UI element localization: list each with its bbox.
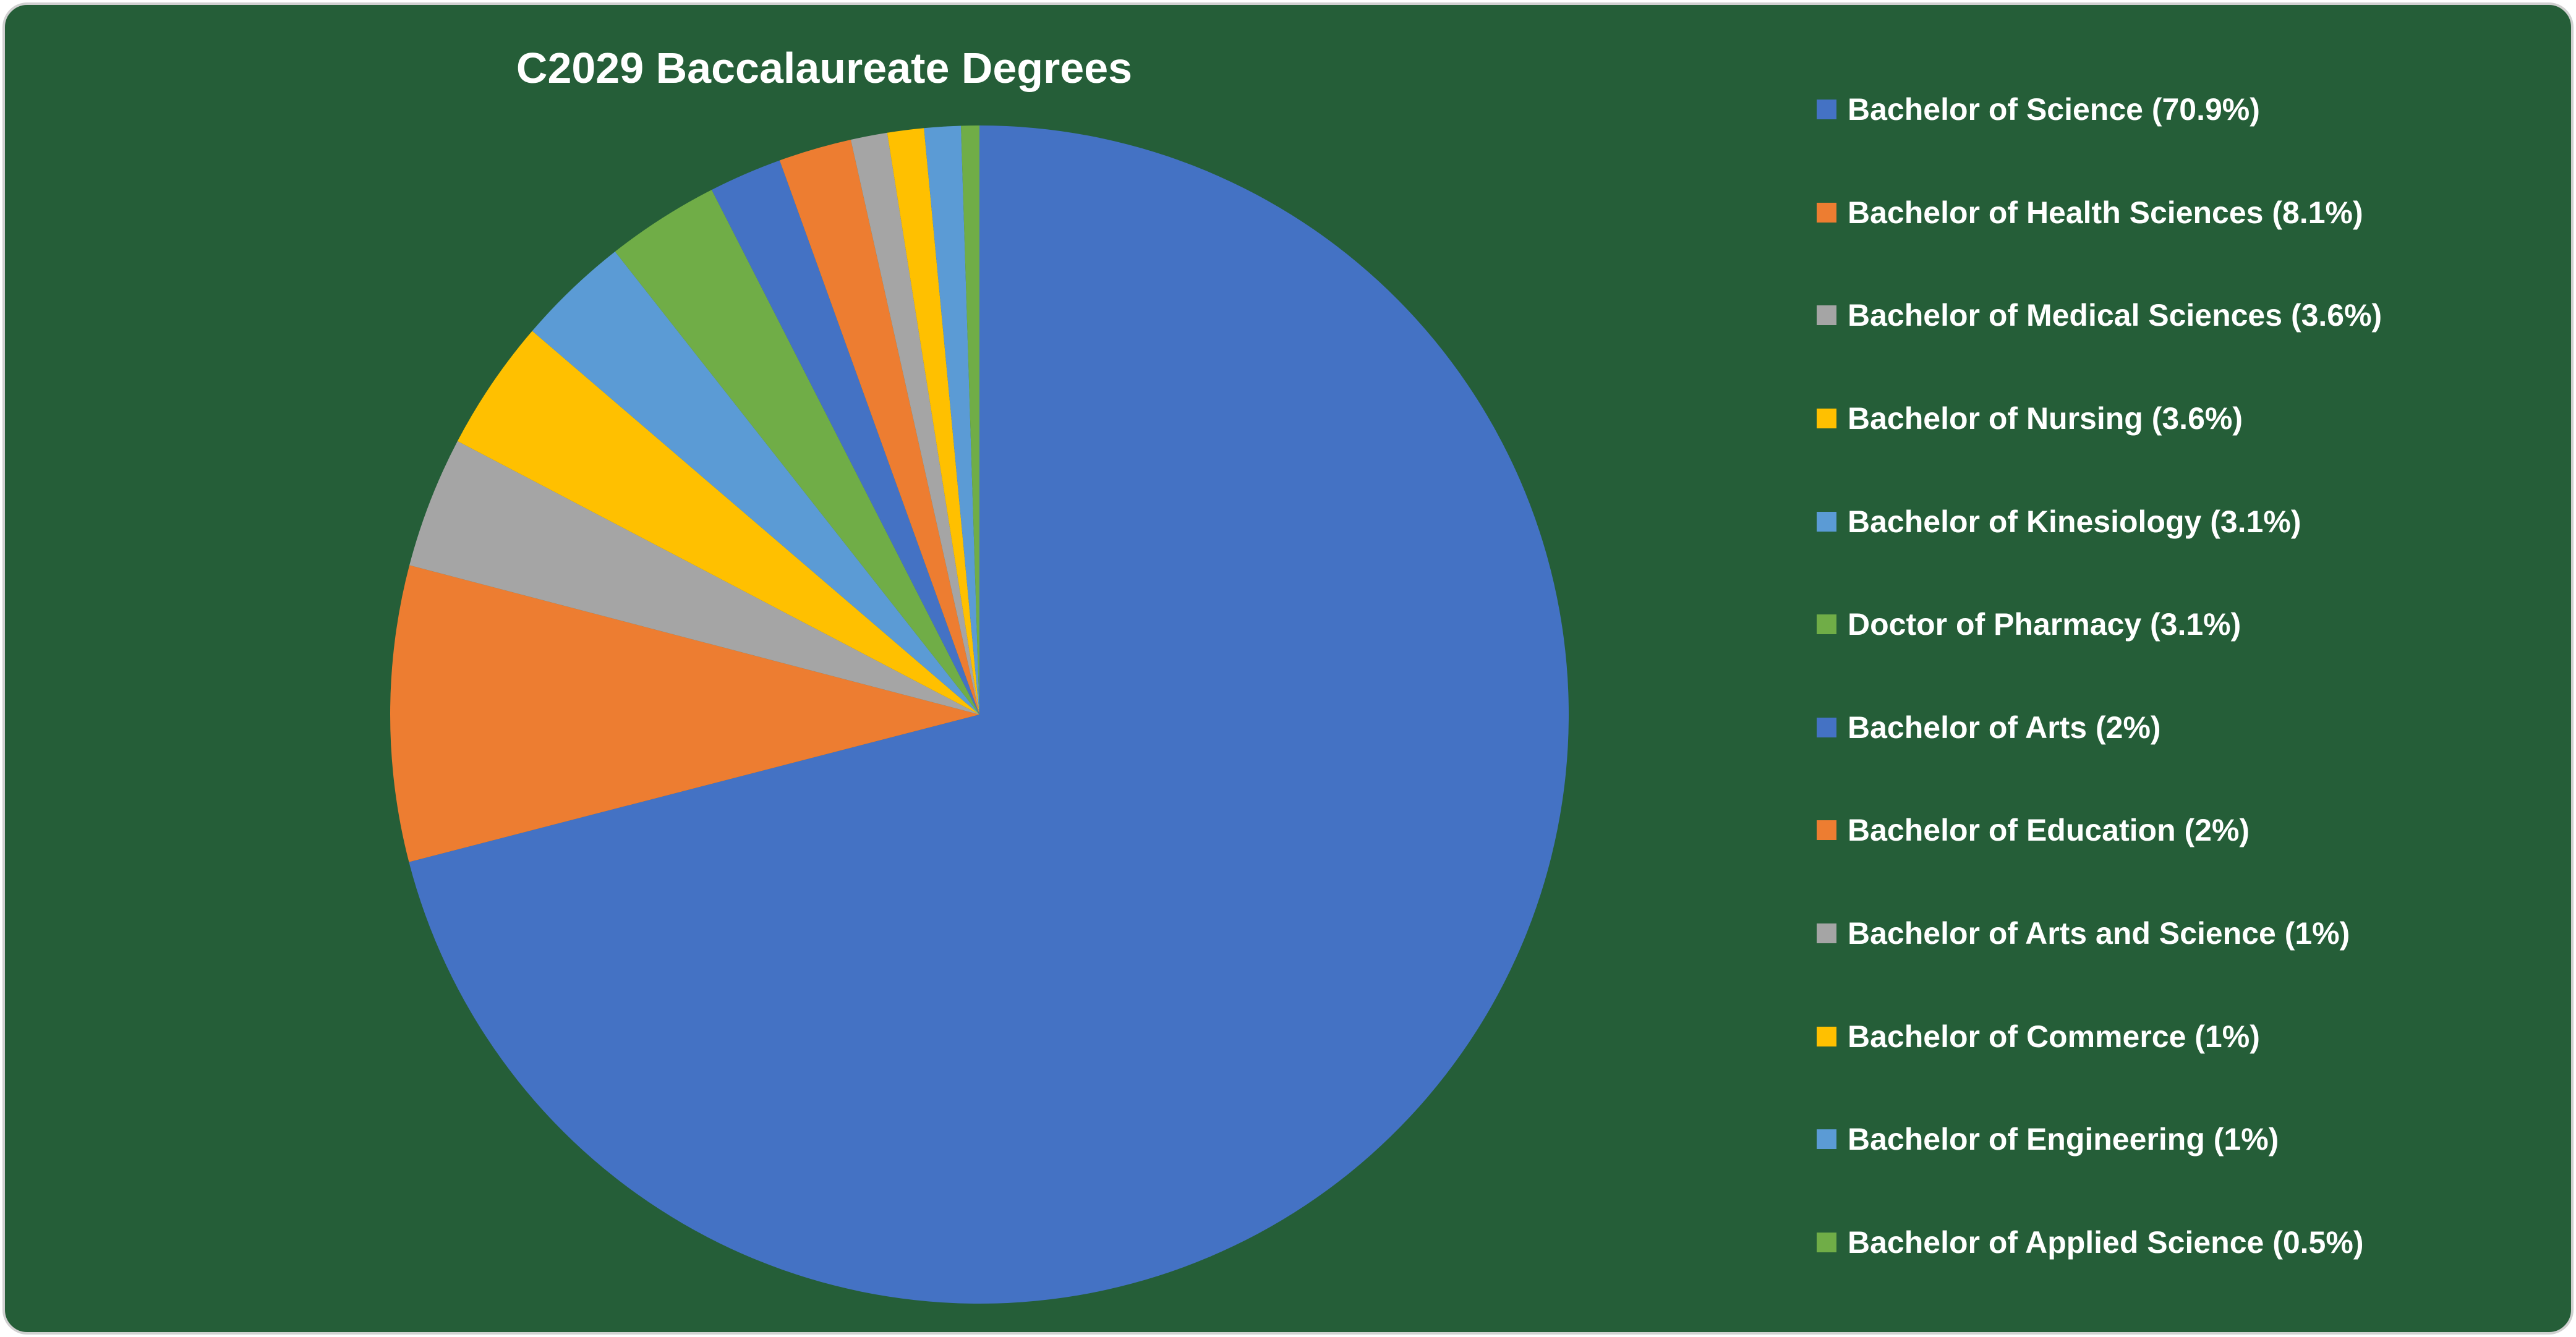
pie-slice: [409, 125, 1569, 1304]
legend-label: Bachelor of Science (70.9%): [1848, 92, 2260, 127]
legend-label: Bachelor of Arts (2%): [1848, 710, 2161, 745]
legend-item: Bachelor of Medical Sciences (3.6%): [1817, 264, 2382, 367]
legend-swatch: [1817, 511, 1836, 532]
legend-label: Bachelor of Applied Science (0.5%): [1848, 1225, 2364, 1260]
pie-slice: [532, 252, 979, 715]
legend-item: Bachelor of Applied Science (0.5%): [1817, 1191, 2382, 1294]
legend-swatch: [1817, 305, 1836, 326]
legend-label: Bachelor of Health Sciences (8.1%): [1848, 195, 2363, 230]
legend-label: Bachelor of Commerce (1%): [1848, 1019, 2260, 1054]
legend-item: Bachelor of Nursing (3.6%): [1817, 367, 2382, 470]
legend-label: Bachelor of Arts and Science (1%): [1848, 916, 2350, 951]
legend-item: Doctor of Pharmacy (3.1%): [1817, 573, 2382, 676]
pie-slice: [924, 125, 979, 715]
legend-item: Bachelor of Kinesiology (3.1%): [1817, 470, 2382, 573]
pie-chart: [390, 125, 1569, 1304]
pie-slice: [711, 160, 979, 715]
legend-label: Doctor of Pharmacy (3.1%): [1848, 607, 2241, 642]
legend-swatch: [1817, 1129, 1836, 1150]
legend-swatch: [1817, 1026, 1836, 1046]
legend-item: Bachelor of Engineering (1%): [1817, 1088, 2382, 1191]
pie-slice: [409, 441, 979, 715]
legend-item: Bachelor of Health Sciences (8.1%): [1817, 161, 2382, 265]
legend-swatch: [1817, 923, 1836, 944]
pie-slice: [850, 132, 979, 715]
pie-slice: [457, 331, 979, 715]
pie-slice: [390, 565, 979, 862]
legend-swatch: [1817, 717, 1836, 737]
legend-label: Bachelor of Education (2%): [1848, 813, 2250, 848]
pie-slice: [615, 190, 979, 715]
pie-slice: [961, 125, 979, 715]
legend-label: Bachelor of Medical Sciences (3.6%): [1848, 298, 2382, 333]
legend-label: Bachelor of Engineering (1%): [1848, 1122, 2279, 1157]
legend-item: Bachelor of Education (2%): [1817, 779, 2382, 882]
legend-item: Bachelor of Commerce (1%): [1817, 985, 2382, 1088]
legend-label: Bachelor of Kinesiology (3.1%): [1848, 504, 2301, 539]
legend-label: Bachelor of Nursing (3.6%): [1848, 401, 2243, 436]
pie-slice: [887, 128, 979, 715]
pie-slice: [779, 139, 979, 715]
legend-item: Bachelor of Arts and Science (1%): [1817, 882, 2382, 985]
legend-swatch: [1817, 202, 1836, 223]
legend-swatch: [1817, 100, 1836, 120]
legend-swatch: [1817, 1232, 1836, 1252]
legend: Bachelor of Science (70.9%) Bachelor of H…: [1817, 58, 2382, 1294]
legend-item: Bachelor of Science (70.9%): [1817, 58, 2382, 161]
legend-swatch: [1817, 409, 1836, 429]
chart-title: C2029 Baccalaureate Degrees: [516, 44, 1133, 92]
legend-item: Bachelor of Arts (2%): [1817, 676, 2382, 779]
legend-swatch: [1817, 820, 1836, 841]
legend-swatch: [1817, 614, 1836, 635]
